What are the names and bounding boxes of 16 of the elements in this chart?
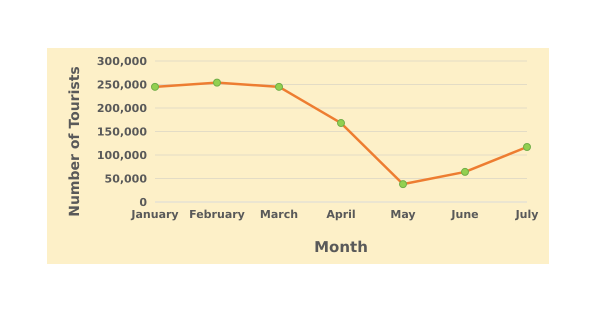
x-tick-label: May	[390, 208, 416, 221]
y-tick-label: 50,000	[104, 172, 148, 186]
x-tick-label: June	[450, 208, 479, 221]
x-tick-label: July	[514, 208, 538, 221]
x-tick-label: March	[260, 208, 298, 221]
y-tick-label: 100,000	[96, 148, 148, 162]
y-axis-title: Number of Tourists	[67, 66, 83, 217]
x-axis-title: Month	[314, 238, 368, 256]
y-tick-label: 200,000	[96, 102, 148, 115]
x-tick-label: April	[326, 208, 356, 221]
x-tick-label: January	[130, 208, 179, 221]
y-tick-label: 250,000	[96, 78, 148, 92]
y-tick-label: 300,000	[96, 54, 148, 68]
y-tick-label: 150,000	[96, 125, 148, 138]
x-tick-label: February	[189, 208, 245, 221]
y-tick-label: 0	[139, 196, 148, 209]
